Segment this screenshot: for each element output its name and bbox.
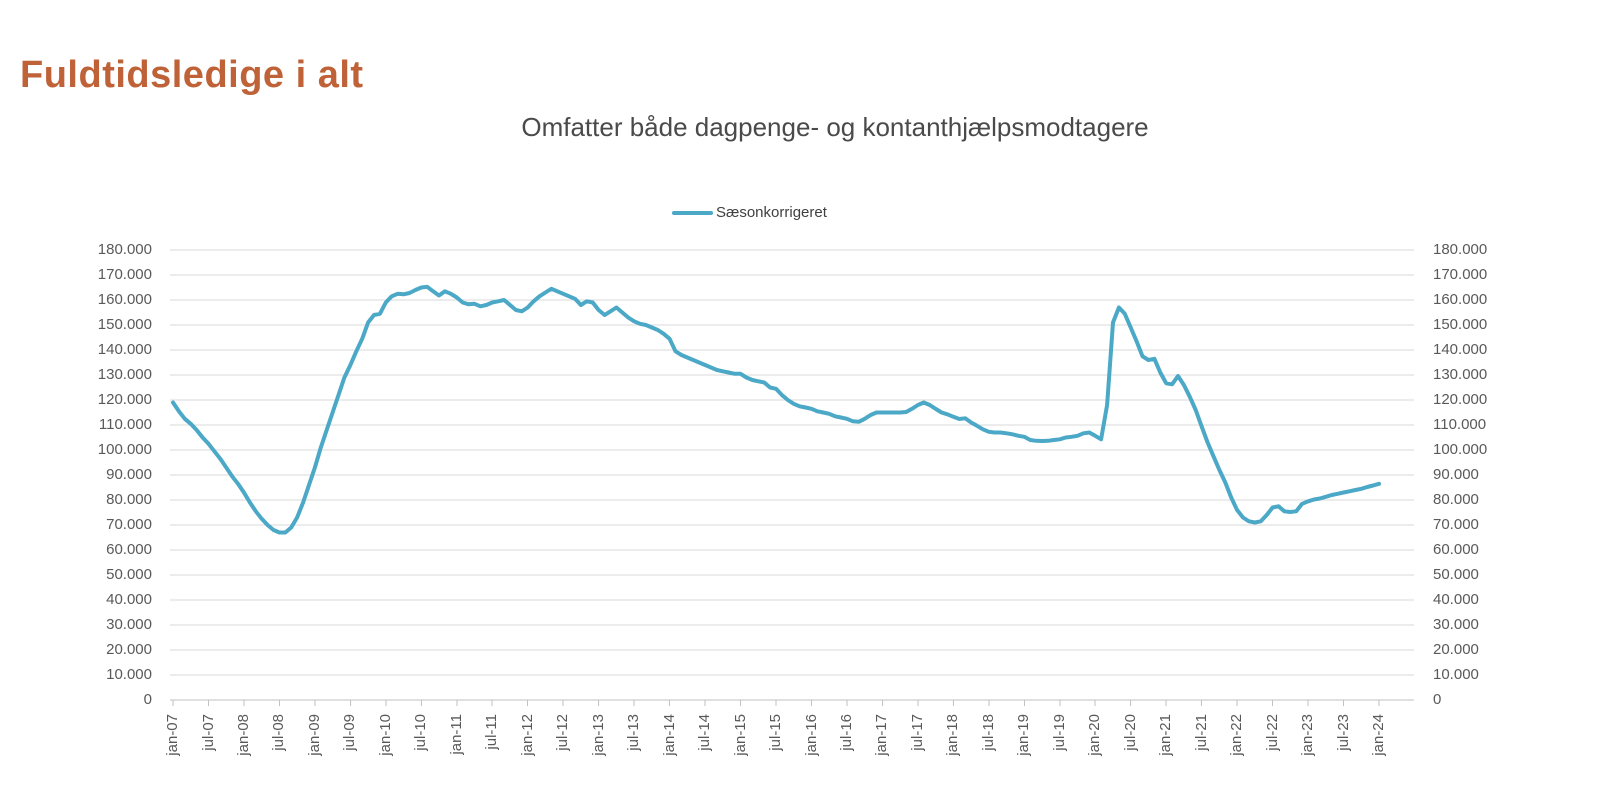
x-axis-label: jul-19: [1050, 714, 1068, 751]
y-axis-label-left: 10.000: [106, 666, 152, 683]
y-axis-label-left: 110.000: [98, 416, 152, 433]
y-axis-label-right: 50.000: [1433, 566, 1479, 583]
y-axis-label-left: 50.000: [106, 566, 152, 583]
x-axis-label: jul-07: [199, 714, 217, 751]
x-axis-label: jan-16: [802, 714, 820, 756]
y-axis-label-right: 120.000: [1433, 391, 1488, 408]
y-axis-label-left: 0: [143, 691, 152, 708]
x-axis-label: jul-11: [483, 714, 501, 750]
x-axis-label: jan-10: [376, 714, 394, 756]
x-axis-label: jan-18: [944, 714, 962, 756]
x-axis-label: jul-13: [625, 714, 643, 751]
chart-title: Omfatter både dagpenge- og kontanthjælps…: [521, 112, 1149, 142]
y-axis-label-left: 60.000: [106, 541, 152, 558]
x-axis-label: jul-09: [341, 714, 359, 751]
y-axis-label-right: 150.000: [1433, 316, 1488, 333]
y-axis-label-right: 80.000: [1433, 491, 1479, 508]
x-axis-label: jul-18: [979, 714, 997, 751]
x-axis-label: jan-13: [589, 714, 607, 756]
page-title: Fuldtidsledige i alt: [20, 54, 364, 97]
x-axis-label: jan-11: [447, 714, 465, 755]
y-axis-label-left: 20.000: [106, 641, 152, 658]
y-axis-label-right: 70.000: [1433, 516, 1479, 533]
y-axis-label-right: 140.000: [1433, 341, 1488, 358]
x-axis-label: jan-23: [1299, 714, 1317, 756]
x-axis-label: jan-17: [873, 714, 891, 756]
x-axis-label: jan-20: [1086, 714, 1104, 756]
x-axis-label: jul-08: [270, 714, 288, 751]
x-axis-label: jul-16: [837, 714, 855, 751]
y-axis-label-left: 120.000: [97, 391, 152, 408]
x-axis-label: jul-14: [696, 714, 714, 751]
y-axis-label-right: 60.000: [1433, 541, 1479, 558]
y-axis-label-right: 100.000: [1433, 441, 1488, 458]
x-axis-label: jan-15: [731, 714, 749, 756]
x-axis-label: jul-10: [412, 714, 430, 751]
gridlines: [170, 249, 1414, 701]
x-axis-line-and-ticks: [170, 699, 1414, 706]
y-axis-label-left: 180.000: [97, 241, 152, 258]
y-axis-label-right: 10.000: [1433, 666, 1479, 683]
x-axis-label: jan-12: [518, 714, 536, 756]
y-axis-label-left: 150.000: [97, 316, 152, 333]
y-axis-label-left: 70.000: [106, 516, 152, 533]
x-axis-label: jul-20: [1121, 714, 1139, 751]
x-axis-label: jan-14: [660, 714, 678, 756]
data-line-saesonkorrigeret: [171, 284, 1381, 535]
y-axis-label-right: 160.000: [1433, 291, 1488, 308]
x-axis-label: jul-17: [908, 714, 926, 751]
x-axis-label: jul-22: [1263, 714, 1281, 751]
y-axis-label-right: 30.000: [1433, 616, 1479, 633]
x-axis-label: jan-22: [1228, 714, 1246, 756]
x-axis-label: jan-08: [234, 714, 252, 756]
x-axis-label: jan-07: [164, 714, 181, 756]
legend-line-swatch: [672, 210, 713, 216]
y-axis-label-left: 90.000: [106, 466, 152, 483]
x-axis-label: jul-23: [1334, 714, 1352, 751]
legend-label: Sæsonkorrigeret: [716, 204, 827, 221]
x-axis-label: jan-19: [1015, 714, 1033, 756]
y-axis-label-left: 140.000: [97, 341, 152, 358]
x-axis-label: jul-12: [554, 714, 572, 751]
y-axis-label-right: 40.000: [1433, 591, 1479, 608]
y-axis-label-left: 30.000: [106, 616, 152, 633]
x-axis-label: jan-09: [305, 714, 323, 756]
y-axis-label-left: 170.000: [97, 266, 152, 283]
legend: Sæsonkorrigeret: [672, 202, 827, 224]
y-axis-label-right: 180.000: [1433, 241, 1488, 258]
y-axis-label-left: 160.000: [97, 291, 152, 308]
x-axis-label: jul-15: [767, 714, 784, 751]
x-axis-label: jan-24: [1370, 714, 1387, 756]
y-axis-label-right: 110.000: [1433, 416, 1487, 433]
x-axis-label: jan-21: [1157, 714, 1175, 756]
y-axis-label-left: 80.000: [106, 491, 152, 508]
y-axis-label-left: 130.000: [97, 366, 152, 383]
y-axis-label-left: 100.000: [97, 441, 152, 458]
y-axis-label-left: 40.000: [106, 591, 152, 608]
y-axis-label-right: 0: [1433, 691, 1442, 708]
y-axis-label-right: 170.000: [1433, 266, 1488, 283]
x-axis-label: jul-21: [1192, 714, 1210, 751]
y-axis-label-right: 90.000: [1433, 466, 1479, 483]
y-axis-label-right: 130.000: [1433, 366, 1488, 383]
y-axis-label-right: 20.000: [1433, 641, 1479, 658]
